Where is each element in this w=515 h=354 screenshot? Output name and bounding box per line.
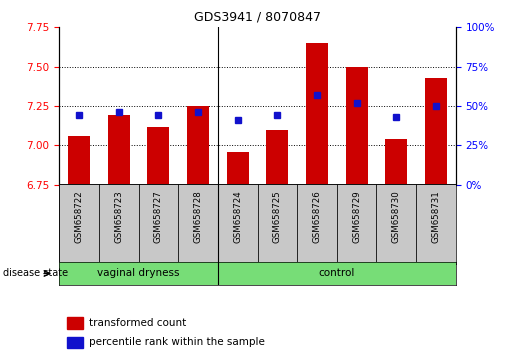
Text: GSM658728: GSM658728	[194, 190, 202, 243]
Bar	[59, 184, 99, 264]
Bar	[68, 136, 90, 185]
Bar	[258, 184, 297, 264]
Bar	[147, 126, 169, 185]
Bar	[425, 78, 447, 185]
Text: GSM658730: GSM658730	[392, 190, 401, 243]
Text: GSM658727: GSM658727	[154, 190, 163, 243]
Bar	[67, 337, 83, 348]
Bar	[297, 184, 337, 264]
Bar	[416, 184, 456, 264]
Text: GSM658729: GSM658729	[352, 190, 361, 243]
Text: GSM658722: GSM658722	[75, 190, 83, 243]
Text: vaginal dryness: vaginal dryness	[97, 268, 180, 279]
Text: GDS3941 / 8070847: GDS3941 / 8070847	[194, 11, 321, 24]
Bar	[337, 184, 376, 264]
Bar	[187, 106, 209, 185]
Bar	[99, 184, 139, 264]
Text: GSM658731: GSM658731	[432, 190, 440, 243]
Text: GSM658726: GSM658726	[313, 190, 321, 243]
Bar	[67, 317, 83, 329]
Text: GSM658725: GSM658725	[273, 190, 282, 243]
Bar	[227, 152, 249, 185]
Bar	[306, 43, 328, 185]
Bar	[139, 184, 178, 264]
Text: transformed count: transformed count	[89, 318, 186, 328]
Text: percentile rank within the sample: percentile rank within the sample	[89, 337, 265, 348]
Text: disease state: disease state	[3, 268, 67, 279]
Bar	[218, 184, 258, 264]
Text: control: control	[319, 268, 355, 279]
Bar	[385, 139, 407, 185]
Text: GSM658724: GSM658724	[233, 190, 242, 243]
Bar	[108, 115, 130, 185]
Bar	[178, 184, 218, 264]
Text: GSM658723: GSM658723	[114, 190, 123, 243]
Bar	[266, 130, 288, 185]
Bar	[346, 67, 368, 185]
Bar	[376, 184, 416, 264]
